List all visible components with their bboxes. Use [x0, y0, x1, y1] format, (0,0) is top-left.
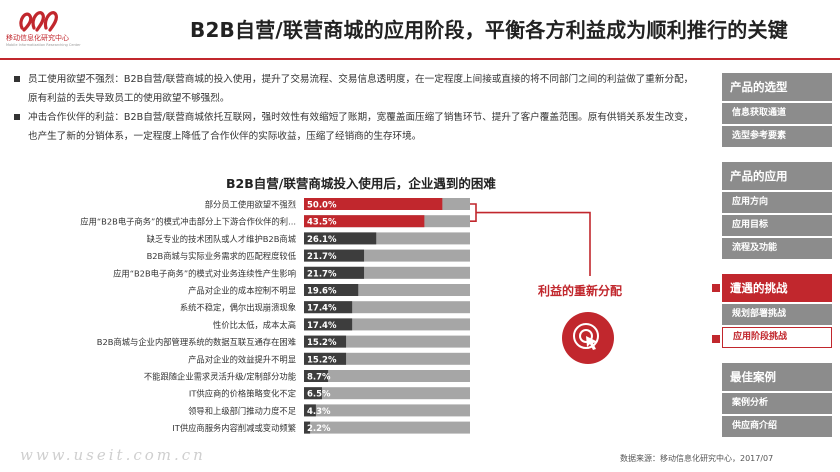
sidebar-item-vendor-intro[interactable]: 供应商介绍: [722, 416, 832, 437]
annotation-bracket: [470, 203, 477, 222]
bar-value-label: 2.2%: [307, 424, 331, 434]
bar-value-label: 8.7%: [307, 373, 331, 383]
bullet-list: 员工使用欲望不强烈：B2B自营/联营商城的投入使用，提升了交易流程、交易信息透明…: [14, 70, 700, 146]
bar-value-label: 21.7%: [307, 252, 337, 262]
sidebar-item-application-challenge[interactable]: 应用阶段挑战: [722, 327, 832, 348]
category-label: 领导和上级部门推动力度不足: [188, 406, 296, 416]
bar-value-label: 21.7%: [307, 269, 337, 279]
bar: [304, 301, 353, 314]
active-section-indicator: [712, 284, 720, 292]
sidebar-section-selection[interactable]: 产品的选型: [722, 73, 832, 101]
bar: [304, 404, 316, 417]
category-label: IT供应商服务内容削减或变动频繁: [172, 423, 296, 433]
bar-value-label: 15.2%: [307, 355, 337, 365]
bar: [304, 352, 347, 365]
bar: [304, 370, 329, 382]
data-source: 数据来源：移动信息化研究中心，2017/07: [620, 454, 774, 463]
bar-track: [304, 421, 470, 434]
category-label: B2B商城与实际业务需求的匹配程度较低: [147, 251, 297, 261]
annotation-connector: [476, 211, 591, 276]
category-label: 应用“B2B电子商务”的模式冲击部分上下游合作伙伴的利...: [80, 217, 296, 227]
category-label: B2B商城与企业内部管理系统的数据互联互通存在困难: [97, 337, 296, 347]
bar-value-label: 50.0%: [307, 201, 337, 211]
bar-value-label: 17.4%: [307, 321, 337, 331]
bar-value-label: 6.5%: [307, 390, 331, 400]
category-label: IT供应商的价格策略变化不定: [189, 389, 296, 399]
bar-track: [304, 404, 470, 417]
annotation-badge: [562, 312, 614, 364]
bar: [304, 335, 347, 348]
category-label: 应用“B2B电子商务”的模式对业务连续性产生影响: [113, 268, 296, 278]
bar: [304, 198, 443, 210]
bar: [304, 421, 311, 434]
watermark: www.useit.com.cn: [20, 446, 206, 464]
page-title: B2B自营/联营商城的应用阶段，平衡各方利益成为顺利推行的关键: [190, 18, 788, 42]
category-label: 系统不稳定，偶尔出现崩溃现象: [180, 303, 296, 313]
chart-title: B2B自营/联营商城投入使用后，企业遇到的困难: [226, 176, 496, 191]
bullet-item: 员工使用欲望不强烈：B2B自营/联营商城的投入使用，提升了交易流程、交易信息透明…: [14, 70, 700, 108]
difficulties-bar-chart: 部分员工使用欲望不强烈 50.0% 应用“B2B电子商务”的模式冲击部分上下游合作伙…: [80, 198, 591, 434]
category-label: 缺乏专业的技术团队或人才维护B2B商城: [147, 234, 297, 244]
sidebar-section-challenges[interactable]: 遭遇的挑战: [722, 274, 832, 302]
sidebar-nav: 产品的选型 信息获取通道 选型参考要素 产品的应用 应用方向 应用目标 流程及功…: [712, 72, 832, 437]
brand-name-en: Mobile Informatization Researching Cente…: [6, 43, 81, 47]
sidebar-item-process[interactable]: 流程及功能: [722, 238, 832, 259]
category-label: 性价比太低，成本太高: [213, 320, 296, 330]
sidebar-item-selection-factors[interactable]: 选型参考要素: [722, 126, 832, 147]
bar: [304, 387, 322, 400]
bar-value-label: 15.2%: [307, 338, 337, 348]
category-label: 产品对企业的成本控制不明显: [188, 286, 296, 296]
category-label: 部分员工使用欲望不强烈: [205, 200, 296, 210]
bullet-item: 冲击合作伙伴的利益：B2B自营/联营商城依托互联网，强时效性有效缩短了账期，宽覆…: [14, 108, 700, 146]
brand-logo: 移动信息化研究中心 Mobile Informatization Researc…: [6, 6, 81, 50]
sidebar-item-case-analysis[interactable]: 案例分析: [722, 393, 832, 414]
bar-value-label: 43.5%: [307, 218, 337, 228]
cursor-click-icon: [573, 323, 599, 350]
brand-name: 移动信息化研究中心: [6, 34, 69, 42]
bar: [304, 215, 425, 228]
active-item-indicator: [712, 335, 720, 343]
category-label: 产品对企业的效益提升不明显: [188, 354, 296, 364]
sidebar-section-cases[interactable]: 最佳案例: [722, 363, 832, 391]
bar: [304, 284, 359, 296]
title-divider: [0, 58, 840, 60]
sidebar-item-deploy-challenge[interactable]: 规划部署挑战: [722, 304, 832, 325]
sidebar-item-direction[interactable]: 应用方向: [722, 192, 832, 213]
annotation-label: 利益的重新分配: [538, 284, 623, 298]
category-label: 不能跟随企业需求灵活升级/定制部分功能: [144, 372, 296, 382]
bar-track: [304, 387, 470, 400]
bar: [304, 266, 365, 279]
bar: [304, 249, 365, 262]
sidebar-item-goal[interactable]: 应用目标: [722, 215, 832, 236]
brand-logo-mark: [19, 11, 58, 32]
bar-value-label: 26.1%: [307, 235, 337, 245]
bar: [304, 232, 377, 245]
bar: [304, 318, 353, 331]
sidebar-item-info-channel[interactable]: 信息获取通道: [722, 103, 832, 124]
bar-value-label: 17.4%: [307, 304, 337, 314]
sidebar-section-application[interactable]: 产品的应用: [722, 162, 832, 190]
bar-track: [304, 370, 470, 382]
bar-value-label: 19.6%: [307, 287, 337, 297]
bar-value-label: 4.3%: [307, 407, 331, 417]
